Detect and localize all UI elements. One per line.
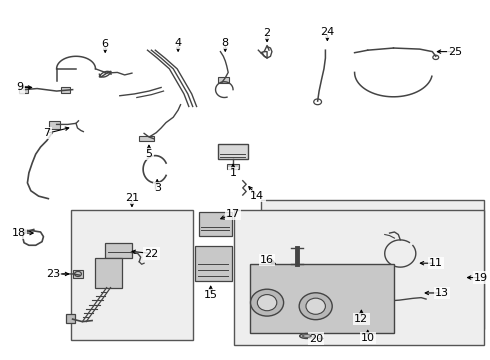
Bar bbox=[66, 315, 75, 323]
Text: 17: 17 bbox=[226, 209, 240, 219]
Bar bbox=[139, 136, 154, 141]
Ellipse shape bbox=[300, 333, 314, 338]
Text: 20: 20 bbox=[309, 333, 323, 343]
Text: 4: 4 bbox=[174, 38, 182, 48]
Bar bbox=[105, 243, 132, 258]
Ellipse shape bbox=[250, 289, 284, 316]
Text: 15: 15 bbox=[204, 291, 218, 301]
Text: 11: 11 bbox=[429, 258, 443, 268]
Bar bbox=[71, 211, 193, 339]
Ellipse shape bbox=[306, 298, 325, 314]
Text: 21: 21 bbox=[125, 193, 139, 203]
Bar bbox=[234, 211, 485, 345]
Bar bbox=[249, 264, 394, 333]
Bar bbox=[219, 77, 229, 83]
Bar bbox=[73, 270, 83, 278]
Bar bbox=[199, 212, 232, 235]
Text: 3: 3 bbox=[154, 183, 161, 193]
Text: 10: 10 bbox=[361, 333, 375, 343]
Text: 12: 12 bbox=[354, 314, 368, 324]
Text: 13: 13 bbox=[435, 288, 449, 298]
Ellipse shape bbox=[257, 294, 277, 311]
Bar bbox=[49, 121, 60, 129]
Text: 19: 19 bbox=[474, 273, 488, 283]
Bar bbox=[96, 258, 122, 288]
Text: 22: 22 bbox=[144, 248, 158, 258]
Bar bbox=[61, 87, 70, 93]
Text: 6: 6 bbox=[102, 39, 109, 49]
Text: 25: 25 bbox=[448, 46, 462, 57]
Bar bbox=[19, 86, 28, 93]
Text: 9: 9 bbox=[17, 82, 24, 93]
Ellipse shape bbox=[302, 335, 311, 337]
Ellipse shape bbox=[299, 293, 332, 320]
Text: 24: 24 bbox=[320, 27, 335, 37]
Circle shape bbox=[366, 297, 372, 302]
Bar bbox=[261, 200, 485, 329]
Text: 7: 7 bbox=[43, 129, 50, 138]
Bar bbox=[227, 164, 240, 168]
Text: 14: 14 bbox=[250, 191, 265, 201]
Text: 16: 16 bbox=[260, 255, 274, 265]
Text: 23: 23 bbox=[46, 269, 60, 279]
Text: 18: 18 bbox=[12, 228, 26, 238]
Text: 2: 2 bbox=[264, 28, 270, 38]
Text: 5: 5 bbox=[146, 149, 152, 159]
Bar bbox=[195, 246, 232, 281]
Text: 1: 1 bbox=[229, 168, 237, 178]
Bar bbox=[219, 144, 247, 159]
Text: 8: 8 bbox=[221, 38, 229, 48]
Bar bbox=[272, 270, 308, 299]
